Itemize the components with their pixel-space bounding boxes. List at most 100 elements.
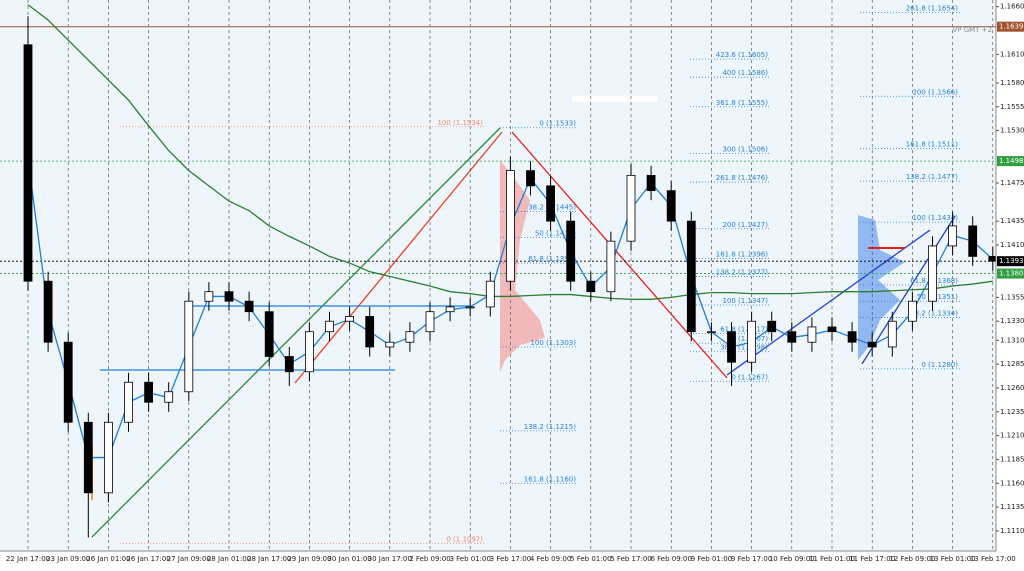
annotation: VP GMT +2 [952,26,992,34]
fib-label: 161.8 (1.1511) [906,141,958,149]
candle-body [405,331,415,343]
trend-line [726,229,931,376]
candle-body [284,356,294,373]
blank-box [572,96,658,102]
candle-body [445,306,455,313]
candle-body [184,300,194,393]
fib-label: 0 (1.1280) [921,361,958,369]
x-tick-label: 28 Jan 01:00 [207,555,251,563]
candle-body [204,291,214,302]
candle-body [104,421,113,494]
y-tick-label: 1.1285 [1000,360,1024,368]
fib-label: 61.8 (1.1391) [528,255,576,263]
candle-body [485,280,495,308]
candle-body [244,300,254,313]
fib-label: 0 (1.1097) [446,535,483,543]
y-tick-label: 1.1435 [1000,217,1024,225]
candle-body [224,291,234,302]
fib-label: 0 (1.1267) [731,373,768,381]
fib-label: 261.8 (1.1654) [906,4,958,12]
price-label-box [997,256,1024,267]
fib-label: 38.2 (1.1298) [720,344,768,352]
fib-label: 50 (1.1351) [917,293,958,301]
x-tick-label: 9 Feb 01:00 [691,555,732,563]
x-tick-label: 23 Jan 09:00 [46,555,90,563]
x-tick-label: 3 Feb 17:00 [490,555,531,563]
candle-body [465,306,475,309]
fib-label: 138.2 (1.1215) [524,423,576,431]
candle-body [526,170,535,187]
candle-body [827,326,837,333]
y-tick-label: 1.1260 [1000,384,1024,392]
candle-body [63,341,73,423]
x-tick-label: 4 Feb 09:00 [530,555,571,563]
y-axis-area [996,0,1024,567]
candle-body [304,331,314,373]
x-tick-label: 28 Jan 17:00 [247,555,291,563]
x-tick-label: 26 Jan 01:00 [86,555,130,563]
y-tick-label: 1.1110 [1000,527,1024,535]
x-tick-label: 27 Jan 09:00 [167,555,211,563]
levels [0,26,996,274]
candle-body [385,341,395,348]
candles [23,16,998,538]
fib-label: 300 (1.1506) [722,145,768,153]
candle-body [365,316,375,348]
candle-body [887,320,897,348]
fib-label: 38.2 (1.1334) [910,309,958,317]
candle-body [164,391,174,403]
x-tick-label: 26 Jan 17:00 [126,555,170,563]
fib-label: 100 (1.1534) [437,119,483,127]
candle-body [325,320,334,333]
x-tick-label: 5 Feb 17:00 [610,555,651,563]
candle-body [43,280,53,343]
y-tick-label: 1.1610 [1000,50,1024,58]
x-tick-label: 2 Feb 09:00 [409,555,450,563]
price-label-box [997,21,1024,32]
indicator-line [27,4,993,300]
candle-body [968,225,978,257]
fib-label: 200 (1.1566) [912,88,958,96]
x-tick-label: 5 Feb 01:00 [570,555,611,563]
candle-body [747,320,756,363]
candle-body [425,311,435,333]
candle-body [23,44,33,282]
x-tick-label: 30 Jan 01:00 [327,555,371,563]
x-tick-label: 3 Feb 01:00 [449,555,490,563]
x-tick-label: 12 Feb 09:00 [889,555,935,563]
price-label-box [997,268,1024,279]
y-tick-label: 1.1210 [1000,432,1024,440]
fib-label: 161.8 (1.1396) [716,250,768,258]
candle-body [264,311,274,357]
volume-profile [858,215,905,360]
y-tick-label: 1.1185 [1000,455,1024,463]
fib-label: 200 (1.1427) [722,221,768,229]
fib-label: 100 (1.1303) [530,339,576,347]
candle-body [586,280,596,293]
candle-body [847,331,857,343]
y-tick-label: 1.1160 [1000,479,1024,487]
candle-body [646,174,656,192]
candle-body [144,381,154,403]
fib-label: 0 (1.1533) [539,120,576,128]
candle-body [948,225,957,247]
candle-body [345,316,355,322]
candle-body [787,331,797,343]
fib-label: 400 (1.1586) [722,69,768,77]
price-label: 1.1498 [999,157,1024,165]
candle-body [686,220,696,333]
fib-label: 138.2 (1.1477) [906,173,958,181]
y-tick-label: 1.1310 [1000,336,1024,344]
candle-body [928,245,937,302]
y-tick-label: 1.1410 [1000,241,1024,249]
x-tick-label: 11 Feb 17:00 [849,555,895,563]
candle-body [707,331,716,334]
fib-label: 61.8 (1.1317) [720,326,768,334]
candle-body [83,421,93,494]
y-tick-label: 1.1475 [1000,179,1024,187]
fib-label: 138.2 (1.1377) [716,268,768,276]
y-tick-label: 1.1580 [1000,79,1024,87]
x-tick-label: 30 Jan 17:00 [368,555,412,563]
y-tick-label: 1.1530 [1000,127,1024,135]
